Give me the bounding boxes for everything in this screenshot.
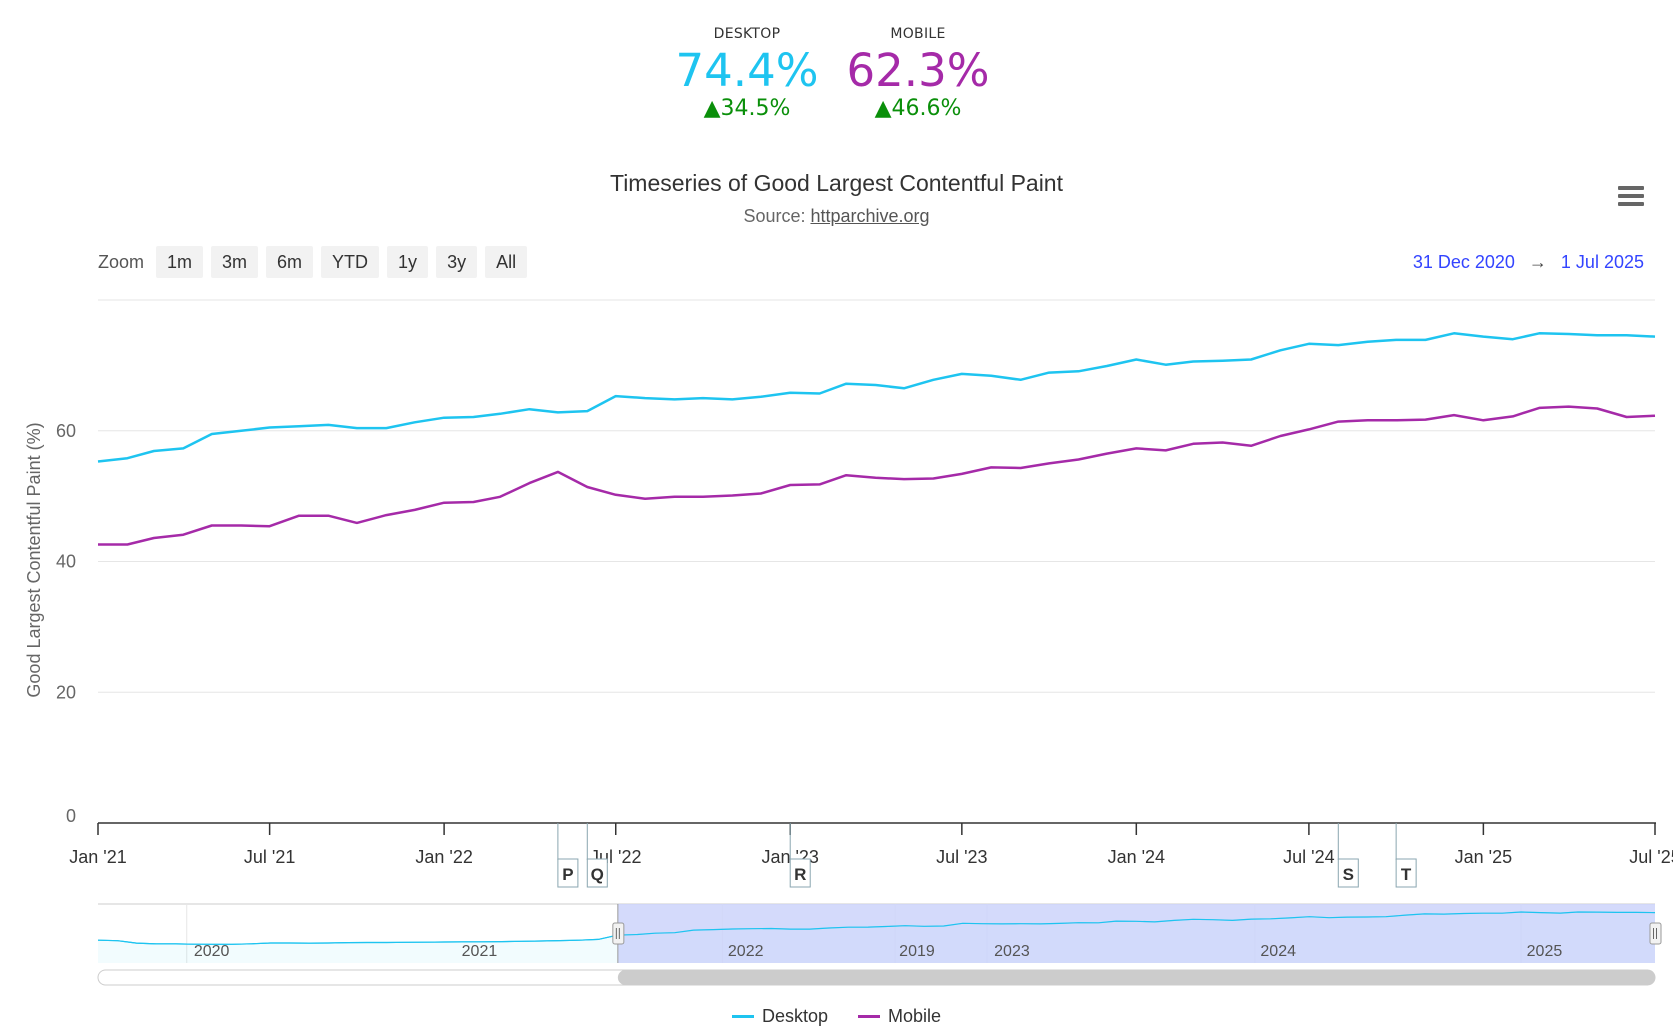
navigator-year-label: 2020 <box>194 943 230 960</box>
desktop-change-value: 34.5% <box>720 96 791 121</box>
navigator-handle-left[interactable] <box>612 922 625 945</box>
date-range-to[interactable]: 1 Jul 2025 <box>1560 252 1644 272</box>
y-tick-label: 0 <box>66 806 76 826</box>
grid-lines <box>98 299 1655 693</box>
zoom-3y-button[interactable]: 3y <box>436 246 478 278</box>
date-range-from[interactable]: 31 Dec 2020 <box>1412 252 1515 272</box>
legend-swatch-desktop <box>731 1015 754 1018</box>
mobile-change-value: 46.6% <box>891 96 962 121</box>
flag-q[interactable]: Q <box>586 823 608 888</box>
chart-area: 0 20 40 60 Good Largest Contentful Paint (%… <box>24 299 1673 986</box>
zoom-1y-button[interactable]: 1y <box>387 246 429 278</box>
navigator-year-label: 2025 <box>1527 943 1563 960</box>
series-lines <box>97 332 1656 546</box>
flag-label: P <box>562 865 573 884</box>
triangle-up-icon: ▲ <box>874 96 892 121</box>
x-tick-label: Jul '23 <box>936 847 987 867</box>
navigator[interactable]: 2020 2021 2022 2019 2023 2024 2025 <box>97 903 1662 986</box>
zoom-6m-button[interactable]: 6m <box>266 246 314 278</box>
zoom-ytd-button[interactable]: YTD <box>321 246 380 278</box>
y-axis-title: Good Largest Contentful Paint (%) <box>24 422 44 697</box>
flag-label: T <box>1401 865 1412 884</box>
source-link[interactable]: httparchive.org <box>810 206 930 226</box>
triangle-up-icon: ▲ <box>703 96 721 121</box>
legend-label-desktop: Desktop <box>761 1006 828 1026</box>
arrow-right-icon: → <box>1528 252 1547 272</box>
flag-label: Q <box>591 865 604 884</box>
mobile-metric-value: 62.3% <box>846 44 990 97</box>
x-tick-label: Jul '21 <box>244 847 295 867</box>
flag-label: R <box>794 865 806 884</box>
legend-item-mobile[interactable]: Mobile <box>858 1006 941 1027</box>
flag-p[interactable]: P <box>557 823 579 888</box>
flag-label: S <box>1343 865 1354 884</box>
y-tick-label: 40 <box>56 552 76 572</box>
scrollbar-thumb[interactable] <box>617 970 1655 985</box>
legend-swatch-mobile <box>858 1015 880 1018</box>
desktop-metric-value: 74.4% <box>675 44 819 97</box>
flag-t[interactable]: T <box>1395 823 1417 888</box>
flag-s[interactable]: S <box>1337 823 1359 888</box>
y-axis: 0 20 40 60 <box>56 421 76 826</box>
zoom-buttons: 1m 3m 6m YTD 1y 3y All <box>156 246 528 278</box>
zoom-3m-button[interactable]: 3m <box>211 246 259 278</box>
navigator-year-label: 2024 <box>1260 943 1296 960</box>
chart-subtitle: Source: httparchive.org <box>0 206 1673 227</box>
date-range: 31 Dec 2020 → 1 Jul 2025 <box>1413 252 1644 273</box>
x-tick-label: Jan '24 <box>1108 847 1165 867</box>
navigator-year-label: 2019 <box>899 943 935 960</box>
x-tick-label: Jan '21 <box>69 847 126 867</box>
series-line-mobile[interactable] <box>98 405 1656 546</box>
x-tick-label: Jan '22 <box>415 847 472 867</box>
x-axis: Jan '21 Jul '21 Jan '22 Jul '22 Jan '23 Jul '… <box>69 822 1673 867</box>
navigator-year-label: 2022 <box>728 943 764 960</box>
x-tick-label: Jul '24 <box>1283 847 1334 867</box>
navigator-series-overlay <box>97 911 1656 945</box>
legend-label-mobile: Mobile <box>888 1006 942 1026</box>
y-tick-label: 60 <box>56 421 76 441</box>
navigator-year-label: 2021 <box>462 943 498 960</box>
flag-r[interactable]: R <box>789 823 811 888</box>
mobile-metric-change: ▲46.6% <box>818 96 1018 121</box>
menu-icon[interactable] <box>1618 186 1644 208</box>
navigator-handle-right[interactable] <box>1649 922 1662 945</box>
zoom-1m-button[interactable]: 1m <box>156 246 204 278</box>
mobile-metric-label: MOBILE <box>890 26 946 42</box>
series-line-desktop[interactable] <box>97 332 1656 463</box>
chart-title: Timeseries of Good Largest Contentful Pa… <box>610 170 1063 196</box>
legend-item-desktop[interactable]: Desktop <box>731 1006 828 1027</box>
desktop-metric-change: ▲34.5% <box>647 96 847 121</box>
desktop-metric: DESKTOP 74.4% ▲34.5% <box>647 26 847 121</box>
zoom-all-button[interactable]: All <box>485 246 528 278</box>
mobile-metric: MOBILE 62.3% ▲46.6% <box>818 26 1018 121</box>
desktop-metric-label: DESKTOP <box>713 26 781 42</box>
x-tick-label: Jul '25 <box>1629 847 1673 867</box>
y-tick-label: 20 <box>56 682 76 702</box>
navigator-selection[interactable] <box>617 904 1655 963</box>
navigator-year-label: 2023 <box>994 943 1030 960</box>
subtitle-prefix: Source: <box>743 206 811 226</box>
legend: Desktop Mobile <box>0 1006 1673 1027</box>
x-tick-label: Jan '25 <box>1455 847 1512 867</box>
zoom-label: Zoom <box>98 252 145 272</box>
